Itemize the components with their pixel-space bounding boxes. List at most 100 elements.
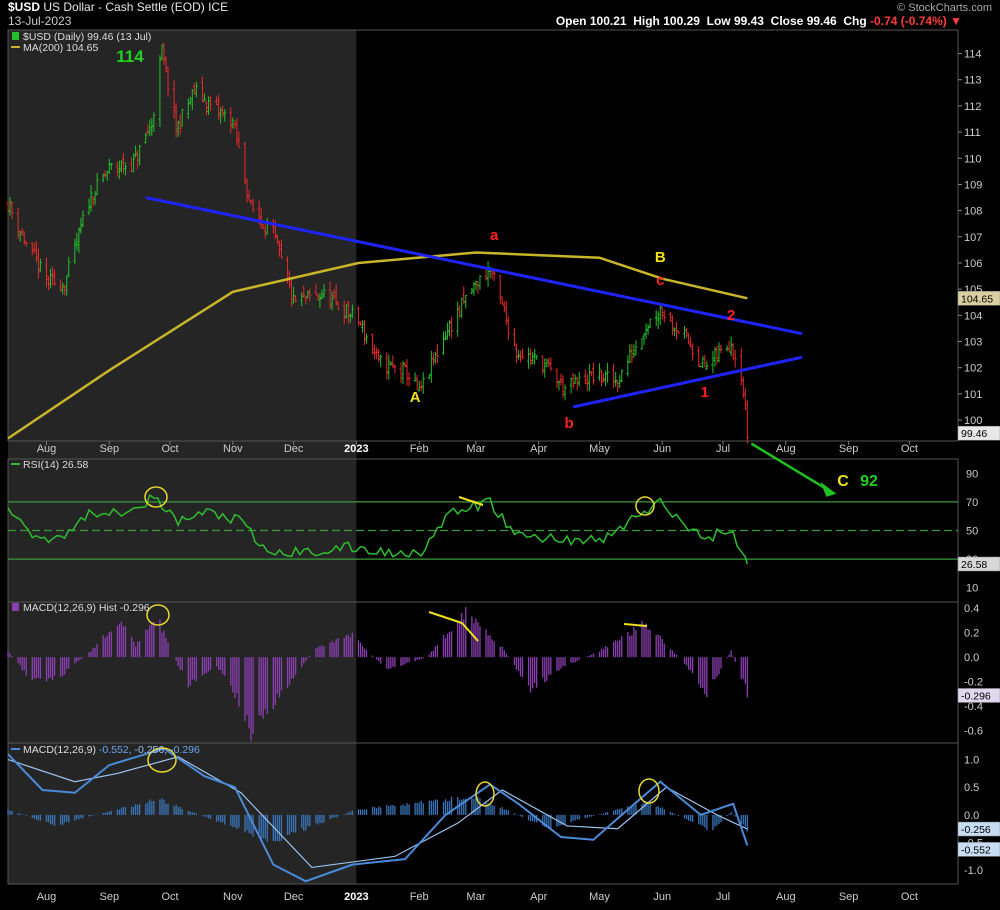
price-bar (460, 297, 464, 318)
price-bar (616, 379, 620, 392)
x-tick-label: Feb (410, 891, 429, 903)
x-tick-label: Dec (284, 891, 304, 903)
price-bar (180, 109, 184, 127)
price-bar (719, 344, 723, 354)
legend-macd-part-2: -0.256, (134, 744, 170, 756)
price-bar (685, 327, 689, 338)
price-bar (456, 301, 460, 337)
price-bar (448, 320, 452, 337)
price-bar (375, 347, 379, 360)
price-bar (65, 275, 69, 296)
price-bar (67, 257, 71, 278)
price-bar (320, 289, 324, 300)
price-bar (646, 324, 650, 335)
legend-ma: MA(200) 104.65 (23, 42, 98, 54)
price-bar (442, 331, 446, 355)
price-bar (474, 280, 478, 291)
price-bar (660, 307, 664, 320)
x-tick-label: Jul (716, 891, 730, 903)
legend-macd-part-1: -0.552, (99, 744, 135, 756)
price-bar (472, 281, 476, 296)
price-bar (547, 357, 551, 368)
rsi-value-tag: 26.58 (961, 559, 987, 571)
price-bar (304, 296, 308, 305)
price-bar (729, 336, 733, 357)
price-bar (87, 198, 91, 216)
x-tick-label: 2023 (344, 443, 368, 455)
price-bar (6, 200, 10, 212)
instrument-name: US Dollar - Cash Settle (EOD) (43, 0, 205, 14)
macd-tick-label: 0.0 (964, 810, 979, 822)
price-bar (160, 44, 164, 61)
price-bar (219, 107, 223, 124)
macd-panel: -1.0-0.50.00.51.0-0.256-0.552 (7, 747, 1000, 883)
price-bar (334, 284, 338, 306)
x-tick-label: 2023 (344, 891, 368, 903)
price-bar (209, 96, 213, 111)
wave-label-B: B (655, 249, 666, 266)
hist-tick-label: -0.2 (964, 677, 983, 689)
price-bar (656, 311, 660, 329)
price-bar (739, 347, 743, 386)
price-bar (16, 208, 20, 240)
price-bar (559, 373, 563, 386)
price-bar (628, 344, 632, 363)
price-bar (95, 172, 99, 196)
prior-year-shade (8, 30, 357, 884)
price-bar (670, 315, 674, 336)
y-tick-label: 112 (964, 101, 982, 113)
price-bar (662, 310, 666, 323)
price-bar (599, 370, 603, 387)
price-bar (373, 344, 377, 360)
price-bar (606, 362, 610, 383)
price-bar (427, 374, 431, 380)
chg-label: Chg (843, 14, 867, 28)
price-bar (604, 370, 608, 387)
highlight-circle-5 (638, 778, 660, 804)
price-bar (279, 239, 283, 259)
price-bar (350, 304, 354, 319)
hist-tick-label: 0.4 (964, 603, 979, 615)
price-bar (741, 376, 745, 398)
price-bar (591, 362, 595, 385)
price-bar (403, 361, 407, 368)
price-bar (233, 122, 237, 129)
price-bar (415, 374, 419, 390)
price-bar (529, 348, 533, 366)
price-bar (314, 283, 318, 295)
chart-date: 13-Jul-2023 (8, 14, 72, 28)
hist-tick-label: -0.4 (964, 701, 983, 713)
legend-rsi: RSI(14) 26.58 (23, 459, 89, 471)
price-bar (61, 282, 65, 295)
price-bar (713, 347, 717, 367)
price-bar (484, 268, 488, 281)
price-bar (166, 66, 170, 97)
price-bar (535, 355, 539, 360)
price-bar (500, 297, 504, 305)
close-value: 99.46 (806, 14, 837, 28)
price-bar (429, 350, 433, 383)
price-bar (571, 372, 575, 389)
down-arrow-icon: ▼ (950, 14, 962, 28)
x-tick-label: Sep (839, 891, 859, 903)
price-bar (263, 222, 267, 239)
y-tick-label: 108 (964, 206, 982, 218)
price-bar (117, 160, 121, 180)
price-bar (271, 218, 275, 234)
price-bar (387, 354, 391, 380)
x-tick-label: Nov (223, 891, 243, 903)
chart-header: $USD US Dollar - Cash Settle (EOD) ICE 1… (0, 0, 1000, 28)
price-bar (569, 377, 573, 394)
y-tick-label: 101 (964, 389, 982, 401)
price-bar (502, 301, 506, 313)
rsi-panel: 103050709026.58 (7, 468, 1000, 595)
price-bar (634, 340, 638, 356)
price-bar (531, 352, 535, 364)
x-tick-label: Jun (653, 443, 671, 455)
price-bar (322, 283, 326, 298)
open-value: 100.21 (589, 14, 627, 28)
rsi-tick-label: 70 (966, 497, 978, 509)
ohlc-readout: Open 100.21 High 100.29 Low 99.43 Close … (556, 14, 962, 28)
price-bar (630, 343, 634, 364)
